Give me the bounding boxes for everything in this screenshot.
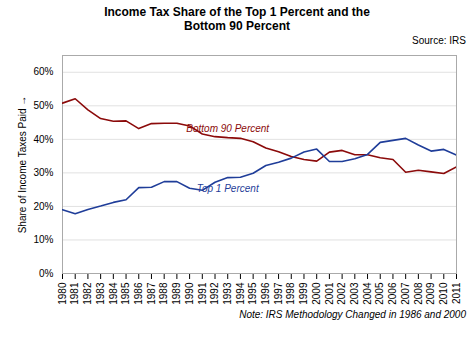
svg-text:50%: 50% — [33, 100, 53, 111]
svg-text:Top 1 Percent: Top 1 Percent — [197, 183, 260, 194]
svg-text:Bottom 90 Percent: Bottom 90 Percent — [186, 123, 270, 134]
svg-text:1981: 1981 — [69, 282, 80, 305]
svg-text:1995: 1995 — [247, 282, 258, 305]
svg-text:1982: 1982 — [82, 282, 93, 305]
svg-text:1985: 1985 — [120, 282, 131, 305]
svg-text:1988: 1988 — [158, 282, 169, 305]
svg-text:2010: 2010 — [438, 282, 449, 305]
html-text:Note: IRS Methodology Changed: Note: IRS Methodology Changed in 1986 an… — [239, 309, 466, 320]
svg-text:1989: 1989 — [171, 282, 182, 305]
svg-text:1997: 1997 — [273, 282, 284, 305]
svg-text:2000: 2000 — [311, 282, 322, 305]
html-text:Source: IRS: Source: IRS — [412, 35, 466, 46]
svg-text:2007: 2007 — [400, 282, 411, 305]
svg-text:10%: 10% — [33, 234, 53, 245]
svg-text:1994: 1994 — [235, 282, 246, 305]
svg-text:1987: 1987 — [146, 282, 157, 305]
svg-text:Share of Income Taxes Paid →: Share of Income Taxes Paid → — [17, 96, 28, 234]
svg-text:30%: 30% — [33, 167, 53, 178]
svg-text:1984: 1984 — [108, 282, 119, 305]
svg-text:1998: 1998 — [285, 282, 296, 305]
svg-text:1991: 1991 — [197, 282, 208, 305]
svg-text:1999: 1999 — [298, 282, 309, 305]
svg-text:0%: 0% — [39, 268, 54, 279]
svg-text:1990: 1990 — [184, 282, 195, 305]
svg-text:2006: 2006 — [387, 282, 398, 305]
html-text:Income Tax Share of the Top 1: Income Tax Share of the Top 1 Percent an… — [104, 5, 370, 33]
svg-text:60%: 60% — [33, 66, 53, 77]
svg-text:2004: 2004 — [362, 282, 373, 305]
svg-text:1983: 1983 — [95, 282, 106, 305]
svg-text:2001: 2001 — [324, 282, 335, 305]
svg-text:1992: 1992 — [209, 282, 220, 305]
svg-text:2009: 2009 — [425, 282, 436, 305]
svg-text:2002: 2002 — [336, 282, 347, 305]
svg-text:40%: 40% — [33, 134, 53, 145]
svg-text:2008: 2008 — [413, 282, 424, 305]
svg-text:20%: 20% — [33, 201, 53, 212]
svg-text:1996: 1996 — [260, 282, 271, 305]
svg-text:2003: 2003 — [349, 282, 360, 305]
svg-text:2005: 2005 — [374, 282, 385, 305]
svg-text:1980: 1980 — [57, 282, 68, 305]
svg-text:2011: 2011 — [451, 282, 462, 304]
svg-text:1993: 1993 — [222, 282, 233, 305]
svg-text:1986: 1986 — [133, 282, 144, 305]
